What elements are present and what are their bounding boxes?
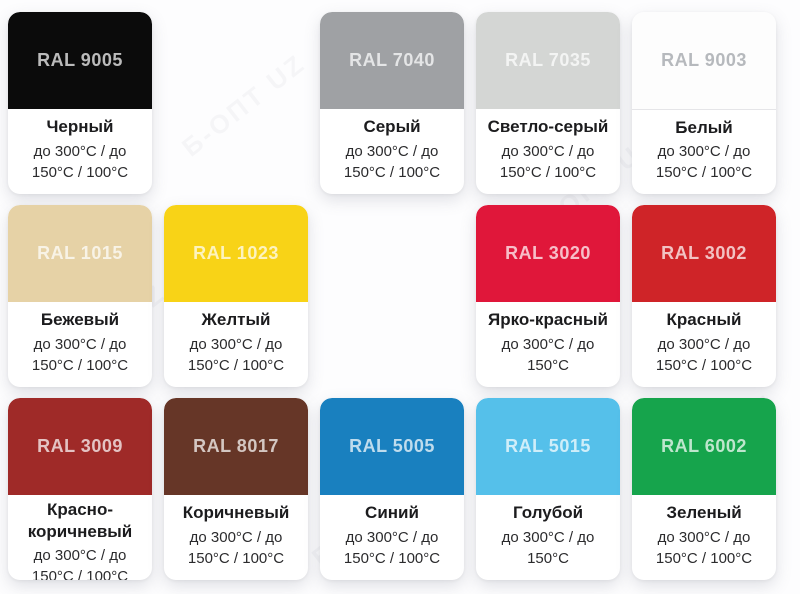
color-swatch: RAL 3002 [632,205,776,302]
ral-code-label: RAL 7035 [505,50,591,70]
ral-code-label: RAL 9005 [37,50,123,70]
temperature-specs: до 300°C / до 150°C / 100°C [655,528,753,567]
temperature-specs: до 300°C / до 150°C / 100°C [499,142,597,181]
ral-code-label: RAL 5005 [349,436,435,456]
color-grid: RAL 9005 Черный до 300°C / до 150°C / 10… [8,12,776,580]
color-info: Бежевый до 300°C / до 150°C / 100°C [8,302,152,387]
temperature-specs: до 300°C / до 150°C / 100°C [187,528,285,567]
ral-code-label: RAL 3002 [661,243,747,263]
color-card[interactable]: RAL 9005 Черный до 300°C / до 150°C / 10… [8,12,152,194]
color-info: Светло-серый до 300°C / до 150°C / 100°C [476,109,620,194]
color-card[interactable]: RAL 7040 Серый до 300°C / до 150°C / 100… [320,12,464,194]
temperature-specs: до 300°C / до 150°C / 100°C [31,547,129,580]
color-info: Синий до 300°C / до 150°C / 100°C [320,495,464,580]
temperature-specs: до 300°C / до 150°C / 100°C [343,528,441,567]
color-name: Белый [675,117,733,137]
color-name: Желтый [201,310,271,330]
color-name: Зеленый [666,503,742,523]
color-info: Черный до 300°C / до 150°C / 100°C [8,109,152,194]
ral-code-label: RAL 6002 [661,436,747,456]
ral-code-label: RAL 3020 [505,243,591,263]
color-card[interactable]: RAL 9003 Белый до 300°C / до 150°C / 100… [632,12,776,194]
color-info: Красно-коричневый до 300°C / до 150°C / … [8,495,152,580]
ral-code-label: RAL 9003 [661,50,747,70]
color-swatch: RAL 3009 [8,398,152,495]
color-name: Коричневый [182,503,290,523]
color-name: Черный [46,117,114,137]
color-name: Синий [365,503,419,523]
color-swatch: RAL 1015 [8,205,152,302]
ral-code-label: RAL 1015 [37,243,123,263]
color-card[interactable]: RAL 3020 Ярко-красный до 300°C / до 150°… [476,205,620,387]
ral-code-label: RAL 7040 [349,50,435,70]
color-card[interactable]: RAL 5015 Голубой до 300°C / до 150°C [476,398,620,580]
color-card[interactable]: RAL 3009 Красно-коричневый до 300°C / до… [8,398,152,580]
color-card[interactable]: RAL 3002 Красный до 300°C / до 150°C / 1… [632,205,776,387]
ral-code-label: RAL 3009 [37,436,123,456]
color-swatch: RAL 7035 [476,12,620,109]
color-info: Желтый до 300°C / до 150°C / 100°C [164,302,308,387]
color-swatch: RAL 9005 [8,12,152,109]
color-swatch: RAL 1023 [164,205,308,302]
color-name: Голубой [512,503,584,523]
color-card[interactable]: RAL 1015 Бежевый до 300°C / до 150°C / 1… [8,205,152,387]
color-swatch: RAL 7040 [320,12,464,109]
temperature-specs: до 300°C / до 150°C [501,335,595,374]
temperature-specs: до 300°C / до 150°C / 100°C [655,143,753,182]
color-card[interactable]: RAL 5005 Синий до 300°C / до 150°C / 100… [320,398,464,580]
color-card[interactable]: RAL 6002 Зеленый до 300°C / до 150°C / 1… [632,398,776,580]
color-swatch: RAL 5015 [476,398,620,495]
ral-code-label: RAL 5015 [505,436,591,456]
color-card[interactable]: RAL 7035 Светло-серый до 300°C / до 150°… [476,12,620,194]
color-card[interactable]: RAL 1023 Желтый до 300°C / до 150°C / 10… [164,205,308,387]
color-name: Красно-коричневый [27,500,133,542]
color-info: Серый до 300°C / до 150°C / 100°C [320,109,464,194]
ral-code-label: RAL 1023 [193,243,279,263]
temperature-specs: до 300°C / до 150°C / 100°C [343,142,441,181]
temperature-specs: до 300°C / до 150°C / 100°C [31,335,129,374]
color-name: Светло-серый [487,117,609,137]
color-name: Серый [363,117,421,137]
temperature-specs: до 300°C / до 150°C / 100°C [655,335,753,374]
color-name: Ярко-красный [488,310,608,330]
color-info: Зеленый до 300°C / до 150°C / 100°C [632,495,776,580]
color-swatch: RAL 9003 [632,12,776,110]
color-info: Белый до 300°C / до 150°C / 100°C [632,110,776,194]
color-card[interactable]: RAL 8017 Коричневый до 300°C / до 150°C … [164,398,308,580]
color-swatch: RAL 3020 [476,205,620,302]
temperature-specs: до 300°C / до 150°C [501,528,595,567]
color-info: Коричневый до 300°C / до 150°C / 100°C [164,495,308,580]
color-info: Ярко-красный до 300°C / до 150°C [476,302,620,387]
color-name: Бежевый [40,310,120,330]
color-swatch: RAL 8017 [164,398,308,495]
color-name: Красный [666,310,742,330]
ral-code-label: RAL 8017 [193,436,279,456]
color-swatch: RAL 6002 [632,398,776,495]
color-swatch: RAL 5005 [320,398,464,495]
temperature-specs: до 300°C / до 150°C / 100°C [31,142,129,181]
color-info: Голубой до 300°C / до 150°C [476,495,620,580]
temperature-specs: до 300°C / до 150°C / 100°C [187,335,285,374]
color-info: Красный до 300°C / до 150°C / 100°C [632,302,776,387]
